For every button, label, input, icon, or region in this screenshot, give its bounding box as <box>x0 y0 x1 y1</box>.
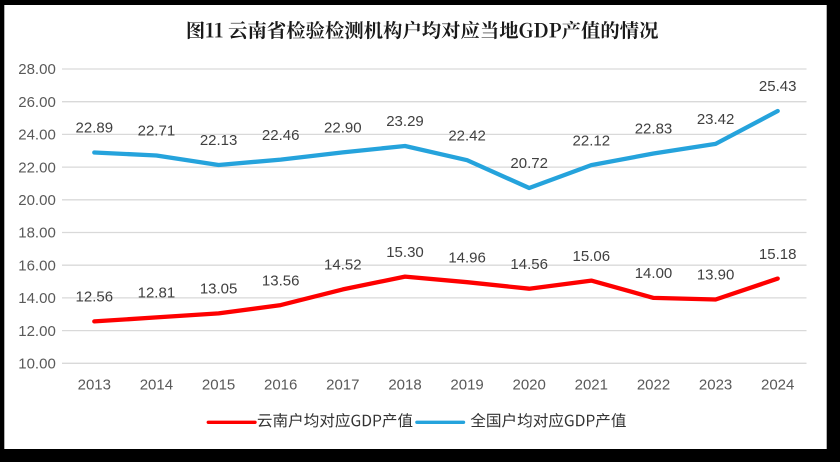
svg-text:12.81: 12.81 <box>138 285 176 302</box>
svg-text:13.90: 13.90 <box>697 267 735 284</box>
svg-text:2023: 2023 <box>699 377 732 394</box>
svg-text:12.56: 12.56 <box>76 289 114 306</box>
svg-text:15.30: 15.30 <box>386 244 424 261</box>
svg-text:20.00: 20.00 <box>18 192 56 209</box>
svg-text:12.00: 12.00 <box>18 323 56 340</box>
svg-text:2024: 2024 <box>761 377 794 394</box>
svg-text:16.00: 16.00 <box>18 257 56 274</box>
svg-text:2019: 2019 <box>450 377 483 394</box>
svg-text:2014: 2014 <box>140 377 173 394</box>
svg-text:22.71: 22.71 <box>138 123 176 140</box>
svg-text:22.42: 22.42 <box>448 127 486 144</box>
svg-text:23.42: 23.42 <box>697 111 735 128</box>
svg-text:22.90: 22.90 <box>324 120 362 137</box>
svg-text:22.83: 22.83 <box>635 121 673 138</box>
svg-text:10.00: 10.00 <box>18 356 56 373</box>
svg-text:22.00: 22.00 <box>18 159 56 176</box>
svg-text:14.00: 14.00 <box>18 290 56 307</box>
svg-text:15.06: 15.06 <box>573 248 611 265</box>
svg-text:14.56: 14.56 <box>510 256 548 273</box>
svg-text:20.72: 20.72 <box>510 155 548 172</box>
svg-text:2016: 2016 <box>264 377 297 394</box>
svg-text:14.52: 14.52 <box>324 257 362 274</box>
svg-text:26.00: 26.00 <box>18 94 56 111</box>
svg-text:15.18: 15.18 <box>759 246 797 263</box>
svg-text:22.89: 22.89 <box>76 120 114 137</box>
svg-text:2020: 2020 <box>513 377 546 394</box>
svg-text:2015: 2015 <box>202 377 235 394</box>
svg-text:22.12: 22.12 <box>573 132 611 149</box>
svg-text:22.46: 22.46 <box>262 127 300 144</box>
svg-text:22.13: 22.13 <box>200 132 238 149</box>
svg-text:13.05: 13.05 <box>200 281 238 298</box>
svg-text:14.96: 14.96 <box>448 249 486 266</box>
svg-text:28.00: 28.00 <box>18 61 56 78</box>
svg-text:2022: 2022 <box>637 377 670 394</box>
svg-text:25.43: 25.43 <box>759 78 797 95</box>
svg-text:24.00: 24.00 <box>18 127 56 144</box>
svg-text:2021: 2021 <box>575 377 608 394</box>
svg-text:13.56: 13.56 <box>262 272 300 289</box>
svg-text:14.00: 14.00 <box>635 265 673 282</box>
svg-text:2013: 2013 <box>78 377 111 394</box>
svg-text:2018: 2018 <box>388 377 421 394</box>
svg-text:2017: 2017 <box>326 377 359 394</box>
svg-text:23.29: 23.29 <box>386 113 424 130</box>
svg-text:18.00: 18.00 <box>18 225 56 242</box>
